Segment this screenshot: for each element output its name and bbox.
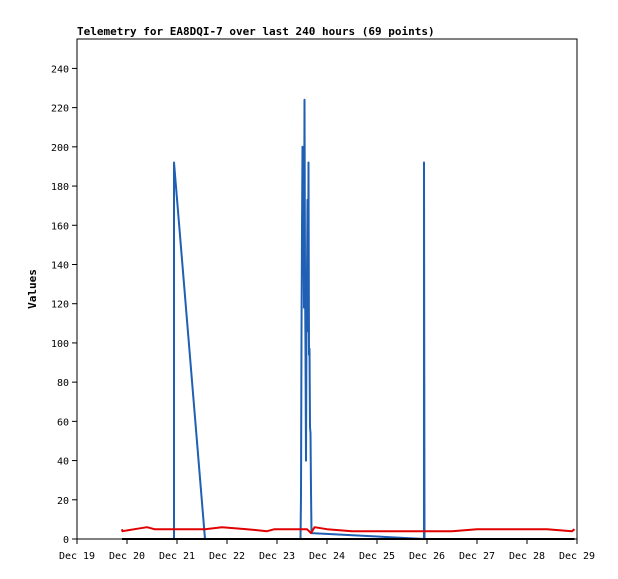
chart-title: Telemetry for EA8DQI-7 over last 240 hou… [77,25,435,38]
y-tick-label: 220 [51,104,69,115]
series-line-1 [173,98,426,540]
y-tick-label: 160 [51,221,69,232]
y-tick-label: 120 [51,300,69,311]
y-axis: 0 20 40 60 80 100 120 140 160 180 200 220 240 [51,64,77,546]
y-tick-label: 100 [51,339,69,350]
x-tick-label: Dec 21 [159,551,195,562]
y-tick-label: 200 [51,143,69,154]
x-tick-label: Dec 25 [359,551,395,562]
x-axis: Dec 19 Dec 20 Dec 21 Dec 22 Dec 23 Dec 24 Dec … [59,539,595,562]
x-tick-label: Dec 20 [109,551,145,562]
x-tick-label: Dec 24 [309,551,345,562]
y-tick-label: 60 [57,417,69,428]
x-tick-label: Dec 26 [409,551,445,562]
x-tick-label: Dec 22 [209,551,245,562]
x-tick-label: Dec 19 [59,551,95,562]
series-layer [121,98,576,540]
x-tick-label: Dec 23 [259,551,295,562]
y-tick-label: 80 [57,378,69,389]
x-tick-label: Dec 27 [459,551,495,562]
plot-area [76,38,578,540]
y-tick-label: 180 [51,182,69,193]
x-tick-label: Dec 29 [559,551,595,562]
y-tick-label: 20 [57,496,69,507]
y-tick-label: 140 [51,260,69,271]
y-tick-label: 40 [57,457,69,468]
x-tick-label: Dec 28 [509,551,545,562]
y-tick-label: 0 [63,535,69,546]
y-axis-label: Values [26,269,39,309]
series-line-2 [121,526,576,535]
y-tick-label: 240 [51,64,69,75]
